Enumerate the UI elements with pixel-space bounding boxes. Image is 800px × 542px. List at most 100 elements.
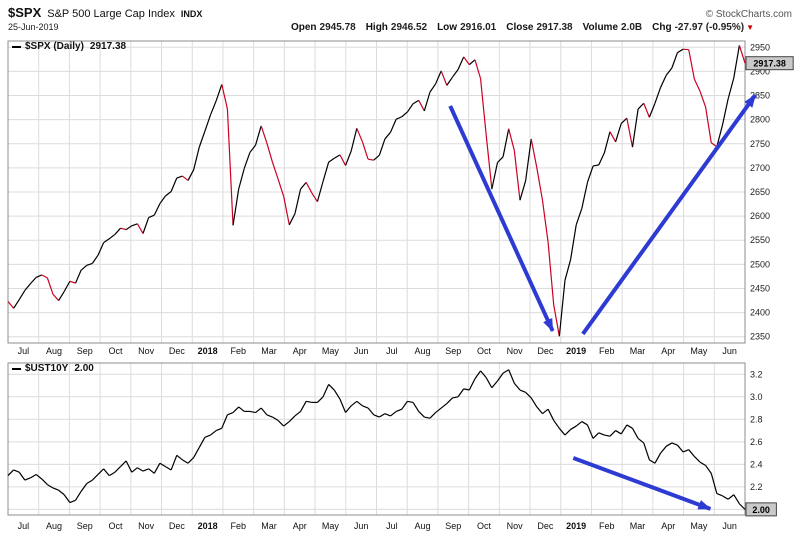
x-tick-label: Mar [261, 346, 277, 356]
x-tick-label: Apr [661, 521, 675, 531]
x-tick-label: Jun [722, 346, 737, 356]
y-tick-label: 2450 [750, 283, 770, 293]
x-tick-label: Feb [231, 346, 247, 356]
x-tick-label: Oct [108, 521, 123, 531]
exchange-label: INDX [180, 9, 203, 19]
x-tick-label: Jun [354, 346, 369, 356]
change-down-triangle-icon: ▼ [746, 23, 754, 32]
ust10y-legend-label: $UST10Y [25, 363, 69, 374]
trend-arrow [448, 105, 555, 332]
y-tick-label: 3.0 [750, 392, 763, 402]
y-tick-label: 2.6 [750, 437, 763, 447]
x-tick-label: Mar [261, 521, 277, 531]
chart-header: $SPX S&P 500 Large Cap Index INDX © Stoc… [0, 0, 800, 37]
x-tick-label: 2018 [198, 521, 218, 531]
x-tick-label: Jul [18, 346, 30, 356]
stockcharts-copyright: © StockCharts.com [705, 9, 792, 20]
y-tick-label: 2600 [750, 211, 770, 221]
y-tick-label: 2550 [750, 235, 770, 245]
x-tick-label: Dec [169, 346, 186, 356]
index-name: S&P 500 Large Cap Index [47, 8, 175, 20]
x-tick-label: May [690, 521, 708, 531]
x-tick-label: Oct [477, 521, 492, 531]
x-tick-label: Feb [231, 521, 247, 531]
stat-low: Low 2916.01 [437, 22, 497, 33]
y-tick-label: 2400 [750, 308, 770, 318]
x-tick-label: Oct [477, 346, 492, 356]
gridlines [8, 41, 745, 343]
y-tick-label: 2850 [750, 91, 770, 101]
spx-legend-value: 2917.38 [89, 41, 127, 52]
x-tick-label: Mar [630, 521, 646, 531]
trend-arrow [572, 456, 712, 511]
x-tick-label: Dec [537, 521, 554, 531]
spx-price-chart: 2350 2400 2450 2500 2550 2600 2650 2700 2750 2800… [7, 40, 794, 356]
x-tick-label: May [322, 521, 340, 531]
x-tick-label: Feb [599, 521, 615, 531]
x-tick-label: Nov [507, 521, 524, 531]
y-tick-label: 2.2 [750, 482, 763, 492]
last-price-label-box [745, 502, 777, 517]
header-title-row: $SPX S&P 500 Large Cap Index INDX © Stoc… [8, 5, 792, 22]
last-price-label: 2917.38 [753, 59, 786, 69]
x-tick-label: 2019 [566, 346, 586, 356]
x-tick-label: Aug [415, 346, 431, 356]
x-tick-label: Aug [46, 346, 62, 356]
y-tick-label: 2.4 [750, 459, 763, 469]
stat-open: Open 2945.78 [290, 22, 356, 33]
quote-date: 25-Jun-2019 [8, 22, 59, 32]
x-tick-label: Aug [46, 521, 62, 531]
quote-stats: Open 2945.78 High 2946.52 Low 2916.01 Close… [291, 22, 754, 33]
ust10y-legend-value: 2.00 [74, 363, 94, 374]
x-axis-labels: Jul Aug Sep Oct Nov Dec 2018 Feb Mar Apr May Jun Jul… [18, 521, 737, 531]
stat-close: Close 2917.38 [506, 22, 573, 33]
x-tick-label: Oct [108, 346, 123, 356]
x-tick-label: Nov [138, 521, 155, 531]
x-tick-label: Sep [445, 346, 461, 356]
gridlines [8, 363, 745, 515]
stat-high: High 2946.52 [365, 22, 428, 33]
y-tick-label: 2.8 [750, 414, 763, 424]
y-tick-label: 2750 [750, 139, 770, 149]
trend-arrows [572, 456, 712, 511]
x-tick-label: 2018 [198, 346, 218, 356]
x-tick-label: Jul [18, 521, 30, 531]
y-tick-label: 2350 [750, 332, 770, 342]
symbol-title: $SPX [8, 5, 42, 20]
x-tick-label: Apr [293, 346, 307, 356]
ust10y-line-swatch-icon [12, 367, 21, 370]
x-tick-label: Nov [138, 346, 155, 356]
stat-volume: Volume 2.0B [582, 22, 643, 33]
spx-chart-legend: $SPX (Daily) 2917.38 [12, 41, 126, 52]
last-price-label: 2.00 [752, 505, 770, 515]
x-tick-label: May [322, 346, 340, 356]
header-quote-row: 25-Jun-2019 Open 2945.78 High 2946.52 Low 2… [8, 22, 792, 37]
x-tick-label: Dec [169, 521, 186, 531]
price-line-series [7, 369, 746, 510]
x-tick-label: Jun [354, 521, 369, 531]
spx-legend-label: $SPX (Daily) [25, 41, 84, 52]
ust10y-chart-legend: $UST10Y 2.00 [12, 363, 94, 374]
x-tick-label: May [690, 346, 708, 356]
x-tick-label: Apr [293, 521, 307, 531]
y-tick-label: 2500 [750, 259, 770, 269]
y-tick-label: 3.2 [750, 369, 763, 379]
x-tick-label: Apr [661, 346, 675, 356]
x-tick-label: Jun [722, 521, 737, 531]
ust10y-yield-chart-panel: 2.02.22.42.62.83.03.2JulAugSepOctNovDec2… [0, 359, 800, 535]
x-tick-label: Dec [537, 346, 554, 356]
x-tick-label: Sep [77, 346, 93, 356]
plot-border [7, 362, 746, 516]
title-group: $SPX S&P 500 Large Cap Index INDX [8, 5, 202, 20]
spx-line-swatch-icon [12, 45, 21, 48]
x-tick-label: Sep [445, 521, 461, 531]
ust10y-yield-chart: 2.02.22.42.62.83.03.2JulAugSepOctNovDec2… [7, 362, 777, 531]
y-tick-label: 2950 [750, 42, 770, 52]
x-tick-label: Feb [599, 346, 615, 356]
trend-arrow [581, 93, 757, 336]
x-tick-label: Jul [386, 521, 398, 531]
y-tick-label: 2700 [750, 163, 770, 173]
y-axis-labels: 2.02.22.42.62.83.03.2 [750, 369, 763, 514]
last-price-label-box [745, 56, 794, 71]
